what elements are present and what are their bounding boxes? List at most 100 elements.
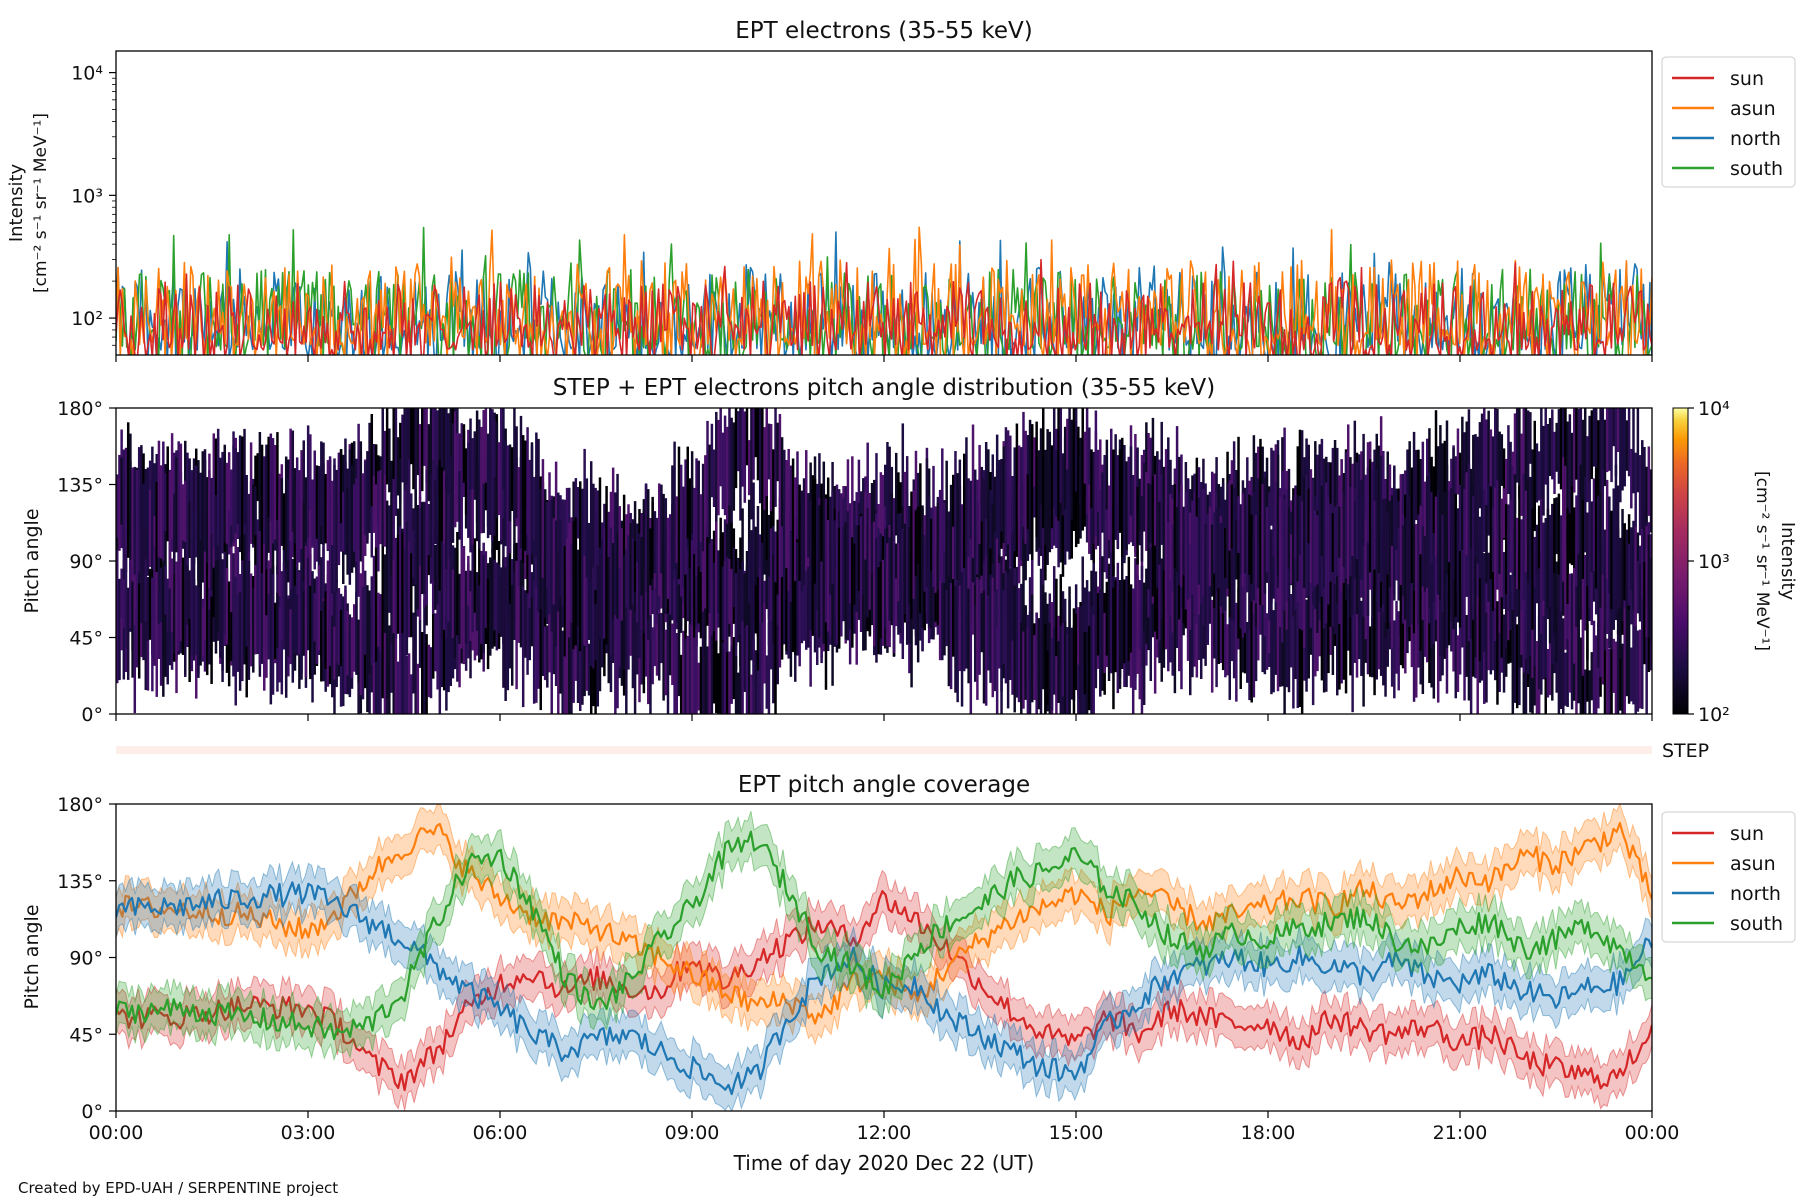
heatmap-cell — [1592, 620, 1596, 714]
heatmap-cell — [1390, 628, 1394, 687]
heatmap-cell — [684, 459, 687, 575]
heatmap-cell — [276, 432, 279, 520]
heatmap-cell — [1476, 534, 1479, 597]
heatmap-cell — [1120, 437, 1124, 558]
heatmap-cell — [1011, 640, 1014, 695]
heatmap-cell — [521, 435, 525, 509]
heatmap-cell — [1515, 517, 1519, 589]
heatmap-cell — [302, 591, 305, 656]
heatmap-cell — [181, 557, 185, 655]
heatmap-cell — [583, 448, 586, 574]
heatmap-cell — [1283, 499, 1286, 611]
heatmap-cell — [148, 490, 152, 567]
heatmap-cell — [870, 573, 874, 626]
heatmap-cell — [1024, 430, 1027, 544]
heatmap-cell — [521, 493, 525, 563]
heatmap-cell — [1085, 632, 1089, 714]
y-tick-label: 45° — [69, 628, 103, 650]
heatmap-cell — [631, 581, 635, 689]
heatmap-cell — [480, 550, 483, 645]
heatmap-cell — [1540, 625, 1543, 695]
heatmap-cell — [1583, 554, 1587, 631]
x-tick-label: 15:00 — [1049, 1122, 1104, 1144]
heatmap-cell — [1570, 573, 1574, 632]
heatmap-cell — [458, 433, 461, 503]
heatmap-cell — [618, 567, 621, 667]
panel1-title: EPT electrons (35-55 keV) — [735, 18, 1032, 44]
heatmap-cell — [1270, 447, 1273, 526]
heatmap-cell — [1502, 614, 1506, 693]
heatmap-cell — [1597, 537, 1600, 668]
heatmap-cell — [429, 647, 433, 699]
heatmap-cell — [388, 428, 391, 493]
heatmap-cell — [1610, 510, 1613, 610]
heatmap-cell — [1487, 483, 1490, 536]
heatmap-cell — [647, 489, 650, 620]
heatmap-cell — [982, 590, 986, 704]
heatmap-cell — [304, 545, 308, 678]
heatmap-cell — [431, 584, 435, 679]
heatmap-cell — [309, 626, 312, 680]
heatmap-cell — [1151, 588, 1155, 638]
x-tick-label: 00:00 — [89, 1122, 144, 1144]
heatmap-cell — [1221, 508, 1225, 609]
heatmap-cell — [418, 619, 422, 668]
heatmap-cell — [1079, 606, 1082, 714]
heatmap-cell — [278, 607, 281, 683]
heatmap-cell — [317, 565, 321, 651]
heatmap-cell — [1206, 513, 1210, 633]
heatmap-cell — [1500, 434, 1504, 486]
heatmap-cell — [1529, 525, 1532, 656]
heatmap-cell — [1373, 586, 1376, 696]
heatmap-cell — [377, 592, 380, 647]
heatmap-cell — [949, 523, 953, 625]
heatmap-cell — [120, 457, 123, 525]
x-tick-label: 03:00 — [281, 1122, 336, 1144]
heatmap-cell — [675, 633, 679, 714]
heatmap-cell — [442, 408, 446, 486]
heatmap-cell — [546, 501, 549, 589]
heatmap-cell — [987, 449, 990, 533]
heatmap-cell — [923, 535, 926, 592]
heatmap-cell — [1390, 495, 1394, 546]
heatmap-cell — [697, 564, 700, 624]
heatmap-cell — [1573, 544, 1576, 664]
heatmap-cell — [1393, 465, 1396, 601]
heatmap-cell — [190, 478, 194, 552]
heatmap-cell — [162, 441, 165, 561]
heatmap-cell — [363, 570, 367, 655]
heatmap-cell — [1469, 485, 1473, 549]
heatmap-cell — [1430, 562, 1433, 648]
heatmap-cell — [192, 508, 196, 559]
heatmap-cell — [1564, 408, 1567, 514]
heatmap-cell — [1434, 410, 1438, 536]
heatmap-cell — [440, 503, 444, 637]
heatmap-cell — [989, 574, 992, 683]
heatmap-cell — [1061, 623, 1065, 697]
y-tick-label: 10³ — [71, 185, 103, 207]
heatmap-cell — [324, 474, 327, 544]
heatmap-cell — [524, 590, 527, 658]
heatmap-cell — [1649, 469, 1652, 533]
heatmap-cell — [607, 511, 611, 589]
heatmap-cell — [811, 579, 815, 634]
heatmap-cell — [1059, 574, 1063, 674]
heatmap-cell — [570, 617, 573, 714]
heatmap-cell — [747, 603, 751, 714]
heatmap-cell — [607, 556, 611, 668]
heatmap-cell — [1274, 482, 1278, 603]
heatmap-cell — [1472, 606, 1475, 677]
heatmap-cell — [1496, 480, 1499, 590]
heatmap-cell — [1430, 456, 1433, 519]
heatmap-cell — [1599, 408, 1602, 532]
heatmap-cell — [333, 458, 336, 593]
heatmap-cell — [1643, 562, 1646, 629]
heatmap-cell — [486, 433, 490, 539]
heatmap-cell — [1474, 452, 1477, 558]
y-tick-label: 135° — [57, 871, 103, 893]
heatmap-cell — [1546, 508, 1550, 609]
heatmap-cell — [526, 527, 529, 655]
legend4-sun-label: sun — [1730, 823, 1764, 845]
heatmap-cell — [304, 513, 308, 576]
